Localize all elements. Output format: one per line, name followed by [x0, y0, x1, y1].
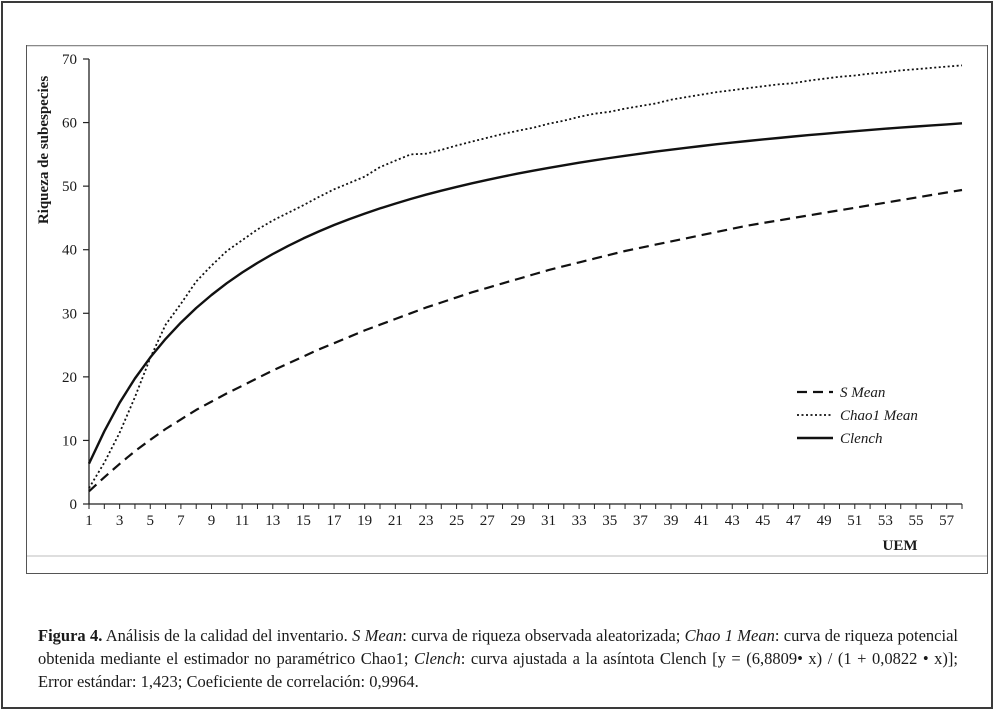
caption-label: Figura 4.	[38, 626, 103, 645]
x-tick-label: 37	[633, 513, 649, 529]
x-tick-label: 55	[909, 513, 924, 529]
x-tick-label: 53	[878, 513, 893, 529]
x-tick-label: 19	[357, 513, 372, 529]
x-tick-label: 25	[449, 513, 464, 529]
x-tick-label: 3	[116, 513, 124, 529]
x-tick-label: 21	[388, 513, 403, 529]
legend-label-0: S Mean	[840, 385, 885, 401]
x-axis-title: UEM	[883, 538, 918, 554]
series-layer	[87, 64, 963, 493]
x-tick-label: 51	[847, 513, 862, 529]
series-line-1	[88, 64, 963, 489]
x-tick-label: 1	[85, 513, 93, 529]
series-line-0	[88, 188, 963, 493]
x-tick-label: 13	[265, 513, 280, 529]
y-tick-label: 0	[70, 497, 78, 513]
x-tick-label: 15	[296, 513, 311, 529]
legend: S Mean Chao1 Mean Clench	[797, 385, 918, 447]
x-tick-label: 23	[418, 513, 433, 529]
x-tick-label: 43	[725, 513, 740, 529]
caption-text-2: : curva de riqueza observada aleatorizad…	[402, 626, 685, 645]
x-tick-label: 9	[208, 513, 216, 529]
x-tick-label: 17	[327, 513, 343, 529]
x-tick-label: 27	[480, 513, 496, 529]
x-tick-label: 35	[602, 513, 617, 529]
caption-clench: Clench	[414, 649, 461, 668]
legend-label-2: Clench	[840, 431, 883, 447]
x-tick-label: 39	[664, 513, 679, 529]
figure-caption: Figura 4. Análisis de la calidad del inv…	[38, 624, 958, 693]
x-tick-label: 29	[510, 513, 525, 529]
y-tick-label: 60	[62, 116, 77, 132]
x-tick-label: 45	[755, 513, 770, 529]
caption-text-3: : curva de riqueza potencial obtenida me…	[38, 626, 958, 668]
y-axis-title: Riqueza de subespecies	[36, 76, 52, 225]
caption-s-mean: S Mean	[352, 626, 403, 645]
x-tick-label: 33	[572, 513, 587, 529]
x-tick-label: 7	[177, 513, 185, 529]
y-tick-label: 30	[62, 306, 77, 322]
series-line-2	[87, 122, 963, 465]
x-tick-label: 49	[817, 513, 832, 529]
x-tick-label: 5	[147, 513, 155, 529]
x-tick-label: 57	[939, 513, 955, 529]
y-tick-label: 70	[62, 52, 77, 68]
y-tick-label: 40	[62, 243, 77, 259]
y-tick-label: 10	[62, 433, 77, 449]
caption-text-1: Análisis de la calidad del inventario.	[102, 626, 353, 645]
legend-label-1: Chao1 Mean	[840, 408, 918, 424]
y-tick-label: 50	[62, 179, 77, 195]
x-tick-label: 47	[786, 513, 802, 529]
caption-text-4: : curva ajustada a la asíntota Clench [y…	[38, 649, 959, 691]
x-tick-label: 41	[694, 513, 709, 529]
caption-chao-mean: Chao 1 Mean	[684, 626, 775, 645]
y-tick-label: 20	[62, 370, 77, 386]
x-tick-label: 31	[541, 513, 556, 529]
x-tick-label: 11	[235, 513, 249, 529]
